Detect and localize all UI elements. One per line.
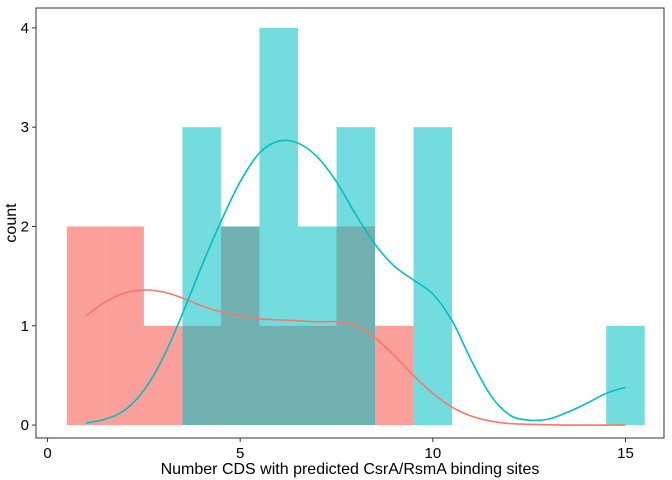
x-tick-label: 0 — [43, 445, 51, 462]
y-tick-label: 3 — [21, 119, 29, 136]
histogram-bar-series-1-bin-3 — [143, 325, 183, 426]
density-curves — [85, 139, 626, 426]
y-axis-title: count — [3, 203, 20, 243]
histogram-bar-series-1-bin-9 — [375, 325, 414, 426]
x-tick-label: 10 — [424, 445, 441, 462]
y-axis-ticks: 0 1 2 3 4 — [21, 20, 36, 434]
x-axis-title: Number CDS with predicted CsrA/RsmA bind… — [161, 461, 540, 478]
y-tick-label: 4 — [21, 20, 29, 37]
histogram-bar-series-2-bin-5 — [220, 226, 260, 426]
histogram-bar-series-1-bin-2 — [105, 226, 144, 426]
x-tick-label: 15 — [617, 445, 634, 462]
y-tick-label: 1 — [21, 318, 29, 335]
histogram-bar-series-1-bin-1 — [66, 226, 106, 426]
y-tick-label: 2 — [21, 218, 29, 235]
plot-panel-border — [35, 7, 665, 439]
histogram-bar-series-2-bin-15 — [606, 325, 645, 426]
x-axis-ticks: 0 5 10 15 — [43, 438, 634, 462]
density-curve-series-1 — [85, 289, 626, 426]
y-tick-label: 0 — [21, 417, 29, 434]
x-tick-label: 5 — [236, 445, 244, 462]
histogram-bar-series-2-bin-8 — [336, 127, 376, 426]
histogram-bar-series-2-bin-7 — [297, 226, 337, 426]
density-curve-series-2 — [85, 139, 626, 424]
histogram-bar-series-2-bin-4 — [182, 127, 221, 426]
histogram-bars — [66, 27, 645, 426]
histogram-bar-series-2-bin-10 — [413, 127, 453, 426]
histogram-bar-series-2-bin-6 — [259, 27, 298, 426]
